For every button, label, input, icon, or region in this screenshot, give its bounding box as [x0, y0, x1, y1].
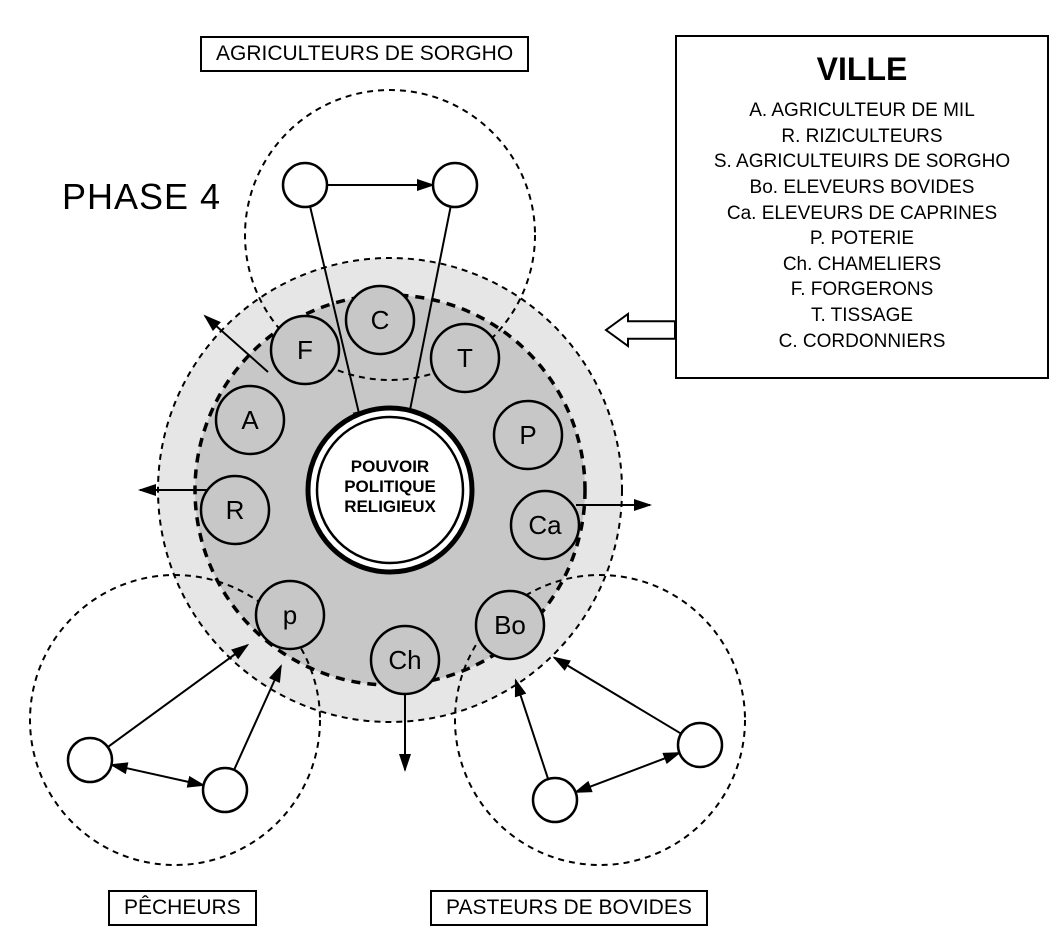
ring-node-label-R: R — [226, 495, 245, 525]
empty-node-left-l — [68, 738, 112, 782]
phase-label: PHASE 4 — [62, 176, 221, 218]
arrow — [234, 666, 281, 770]
cluster-left — [30, 575, 320, 865]
ring-node-label-Bo: Bo — [494, 610, 526, 640]
ring-node-label-Ca: Ca — [528, 510, 562, 540]
ring-node-label-P: P — [519, 420, 536, 450]
outer-shade-circle — [158, 258, 622, 722]
legend-title: VILLE — [677, 51, 1047, 88]
ring-node-label-T: T — [457, 343, 473, 373]
ring-node-label-C: C — [371, 305, 390, 335]
legend-item: P. POTERIE — [677, 226, 1047, 252]
ring-node-Bo — [476, 591, 544, 659]
ring-node-label-A: A — [241, 405, 259, 435]
center-inner-circle — [317, 417, 463, 563]
legend-item: Bo. ELEVEURS BOVIDES — [677, 175, 1047, 201]
outer-dashed-outline — [158, 258, 622, 722]
empty-node-top-r — [433, 163, 477, 207]
empty-node-right-r — [678, 723, 722, 767]
ring-node-label-p: p — [283, 600, 297, 630]
cluster-top — [245, 90, 535, 380]
arrow — [516, 680, 549, 779]
empty-node-left-r — [203, 768, 247, 812]
arrow — [108, 645, 248, 747]
center-text-line: RELIGIEUX — [344, 497, 436, 516]
legend-box: VILLE A. AGRICULTEUR DE MILR. RIZICULTEU… — [675, 35, 1049, 379]
legend-item: F. FORGERONS — [677, 277, 1047, 303]
label-left-text: PÊCHEURS — [124, 896, 241, 919]
ring-node-T — [431, 324, 499, 392]
legend-item: Ch. CHAMELIERS — [677, 252, 1047, 278]
cluster-right — [455, 575, 745, 865]
ring-node-p — [256, 581, 324, 649]
ring-node-A — [216, 386, 284, 454]
arrow — [205, 316, 268, 372]
arrow — [407, 207, 451, 427]
ring-node-label-Ch: Ch — [388, 645, 421, 675]
legend-pointer-arrow — [606, 314, 675, 346]
arrow — [310, 206, 362, 427]
legend-item: C. CORDONNIERS — [677, 329, 1047, 355]
ring-node-Ch — [371, 626, 439, 694]
city-dashed-ring — [195, 295, 585, 685]
label-top-box: AGRICULTEURS DE SORGHO — [200, 36, 529, 72]
arrow — [576, 753, 680, 792]
center-outer-circle — [308, 408, 472, 572]
legend-item: Ca. ELEVEURS DE CAPRINES — [677, 201, 1047, 227]
legend-item: T. TISSAGE — [677, 303, 1047, 329]
legend-items: A. AGRICULTEUR DE MILR. RIZICULTEURSS. A… — [677, 98, 1047, 354]
ring-node-Ca — [511, 491, 579, 559]
legend-item: A. AGRICULTEUR DE MIL — [677, 98, 1047, 124]
ring-node-P — [494, 401, 562, 469]
ring-node-label-F: F — [297, 335, 313, 365]
label-right-box: PASTEURS DE BOVIDES — [430, 890, 708, 926]
ring-node-R — [201, 476, 269, 544]
ring-node-C — [346, 286, 414, 354]
arrow — [554, 657, 681, 733]
arrow — [111, 765, 203, 785]
label-right-text: PASTEURS DE BOVIDES — [446, 896, 692, 919]
empty-node-top-l — [283, 163, 327, 207]
legend-item: S. AGRICULTEUIRS DE SORGHO — [677, 149, 1047, 175]
center-text-line: POUVOIR — [351, 457, 429, 476]
center-text-line: POLITIQUE — [344, 477, 436, 496]
label-top-text: AGRICULTEURS DE SORGHO — [216, 42, 513, 65]
ring-node-F — [271, 316, 339, 384]
empty-node-right-l — [533, 778, 577, 822]
legend-item: R. RIZICULTEURS — [677, 124, 1047, 150]
label-left-box: PÊCHEURS — [108, 890, 257, 926]
